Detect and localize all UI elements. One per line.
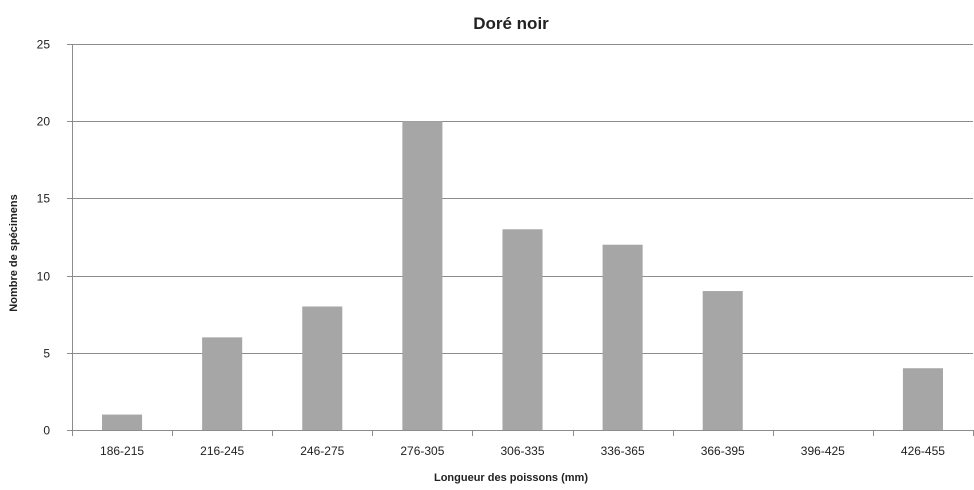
bar-306-335: [502, 229, 543, 430]
x-tick-label: 396-425: [801, 444, 845, 458]
x-tick-label: 216-245: [200, 444, 244, 458]
chart-title: Doré noir: [473, 14, 549, 33]
bar-276-305: [402, 121, 443, 430]
x-tick-label: 306-335: [500, 444, 544, 458]
y-tick-label: 5: [43, 347, 50, 361]
x-tick-label: 276-305: [400, 444, 444, 458]
x-tick-label: 426-455: [901, 444, 945, 458]
y-tick-labels: 0 5 10 15 20 25: [37, 38, 51, 438]
bar-186-215: [102, 414, 143, 430]
bar-336-365: [602, 244, 643, 430]
x-tick-label: 366-395: [701, 444, 745, 458]
x-axis-label: Longueur des poissons (mm): [434, 472, 588, 484]
y-tick-label: 20: [37, 115, 51, 129]
x-tick-label: 336-365: [601, 444, 645, 458]
x-tick-label: 246-275: [300, 444, 344, 458]
y-tick-label: 0: [43, 424, 50, 438]
y-axis-label: Nombre de spécimens: [8, 194, 20, 311]
x-tick-labels: 186-215 216-245 246-275 276-305 306-335 336-3…: [100, 444, 945, 458]
y-tick-label: 15: [37, 192, 51, 206]
y-tick-label: 25: [37, 38, 51, 52]
bar-216-245: [202, 337, 243, 430]
bar-426-455: [902, 368, 943, 430]
y-tick-label: 10: [37, 270, 51, 284]
x-tick-label: 186-215: [100, 444, 144, 458]
bar-246-275: [302, 306, 343, 430]
bars: [102, 121, 943, 430]
bar-366-395: [702, 291, 743, 430]
